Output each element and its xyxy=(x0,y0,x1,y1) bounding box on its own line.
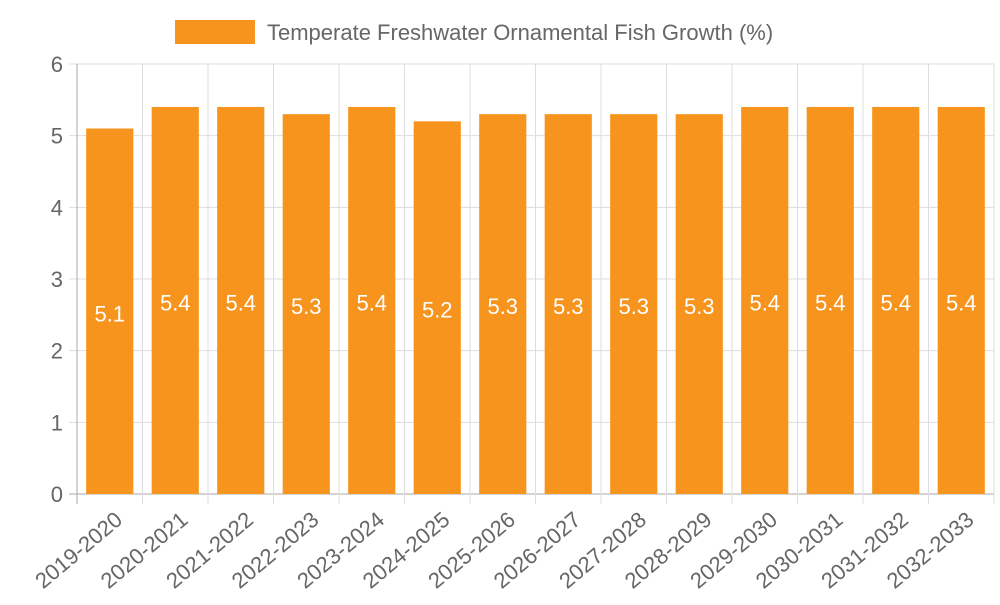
bar[interactable] xyxy=(675,114,723,495)
bar[interactable] xyxy=(937,107,985,494)
bar[interactable] xyxy=(151,107,199,494)
bar-value-label: 5.3 xyxy=(553,294,584,319)
bar-value-label: 5.3 xyxy=(487,294,518,319)
y-tick-label: 4 xyxy=(51,195,63,220)
bar-value-label: 5.3 xyxy=(684,294,715,319)
bar-value-label: 5.1 xyxy=(94,301,125,326)
bar[interactable] xyxy=(413,121,461,494)
bar[interactable] xyxy=(806,107,854,494)
legend[interactable]: Temperate Freshwater Ornamental Fish Gro… xyxy=(175,20,773,45)
bar[interactable] xyxy=(872,107,920,494)
y-tick-label: 1 xyxy=(51,410,63,435)
y-tick-label: 3 xyxy=(51,267,63,292)
y-tick-label: 2 xyxy=(51,339,63,364)
bar[interactable] xyxy=(741,107,789,494)
bar-value-label: 5.4 xyxy=(749,291,780,316)
bar-value-label: 5.4 xyxy=(815,291,846,316)
bars-layer: 5.1 5.4 5.4 5.3 5.4 5.2 5.3 5.3 5.3 5.3 5.4 5.4 5.4 5… xyxy=(86,107,985,495)
bar-value-label: 5.4 xyxy=(225,291,256,316)
bar-value-label: 5.4 xyxy=(880,291,911,316)
bar[interactable] xyxy=(544,114,592,495)
bar[interactable] xyxy=(348,107,396,494)
bar[interactable] xyxy=(217,107,265,494)
bar[interactable] xyxy=(282,114,330,495)
bar-value-label: 5.4 xyxy=(946,291,977,316)
bar-value-label: 5.3 xyxy=(618,294,649,319)
bar-value-label: 5.2 xyxy=(422,298,453,323)
y-tick-label: 5 xyxy=(51,124,63,149)
legend-swatch[interactable] xyxy=(175,20,255,44)
bar-value-label: 5.3 xyxy=(291,294,322,319)
bar[interactable] xyxy=(86,128,134,495)
bar-value-label: 5.4 xyxy=(356,291,387,316)
y-tick-label: 0 xyxy=(51,482,63,507)
bar-value-label: 5.4 xyxy=(160,291,191,316)
bar[interactable] xyxy=(610,114,658,495)
y-tick-label: 6 xyxy=(51,52,63,77)
legend-label[interactable]: Temperate Freshwater Ornamental Fish Gro… xyxy=(267,20,773,45)
bar[interactable] xyxy=(479,114,527,495)
grid-layer xyxy=(69,63,995,504)
